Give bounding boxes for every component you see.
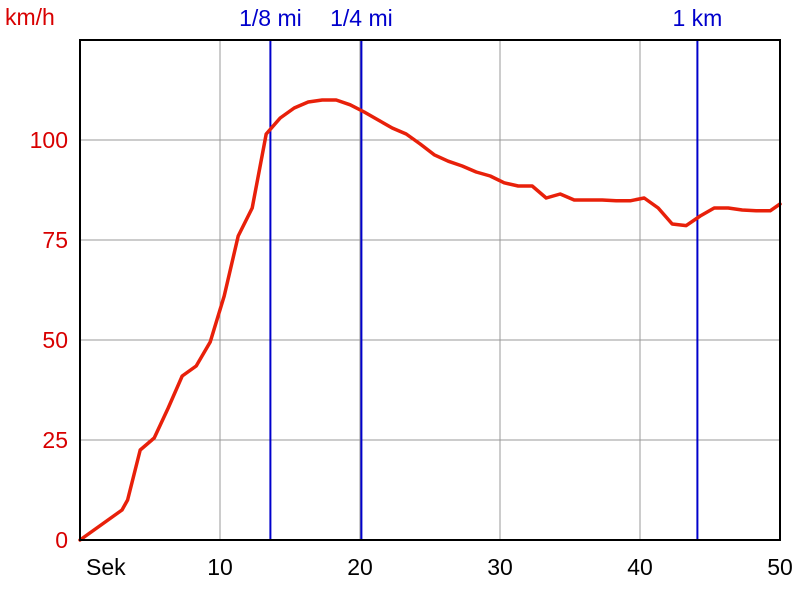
- y-tick-label-2: 50: [42, 327, 68, 353]
- x-tick-label-4: 50: [767, 554, 793, 580]
- x-tick-label-2: 30: [487, 554, 513, 580]
- x-tick-label-0: 10: [207, 554, 233, 580]
- x-tick-label-1: 20: [347, 554, 373, 580]
- x-axis-ticks: 10 20 30 40 50: [207, 554, 793, 580]
- plot-frame: [79, 39, 781, 541]
- y-tick-label-0: 0: [55, 527, 68, 553]
- x-tick-label-3: 40: [627, 554, 653, 580]
- y-tick-label-1: 25: [42, 427, 68, 453]
- grid: [80, 40, 780, 540]
- y-tick-label-3: 75: [42, 227, 68, 253]
- speed-series-line-0: [78, 98, 782, 542]
- y-tick-label-4: 100: [30, 127, 68, 153]
- marker-label-0: 1/8 mi: [239, 5, 302, 31]
- y-axis-ticks: 0 25 50 75 100: [30, 127, 68, 553]
- distance-markers: 1/8 mi 1/4 mi 1 km: [239, 5, 722, 540]
- y-axis-label: km/h: [5, 4, 55, 30]
- marker-label-1: 1/4 mi: [330, 5, 393, 31]
- x-axis-label: Sek: [86, 554, 126, 580]
- marker-label-2: 1 km: [672, 5, 722, 31]
- series-layer: [78, 98, 782, 542]
